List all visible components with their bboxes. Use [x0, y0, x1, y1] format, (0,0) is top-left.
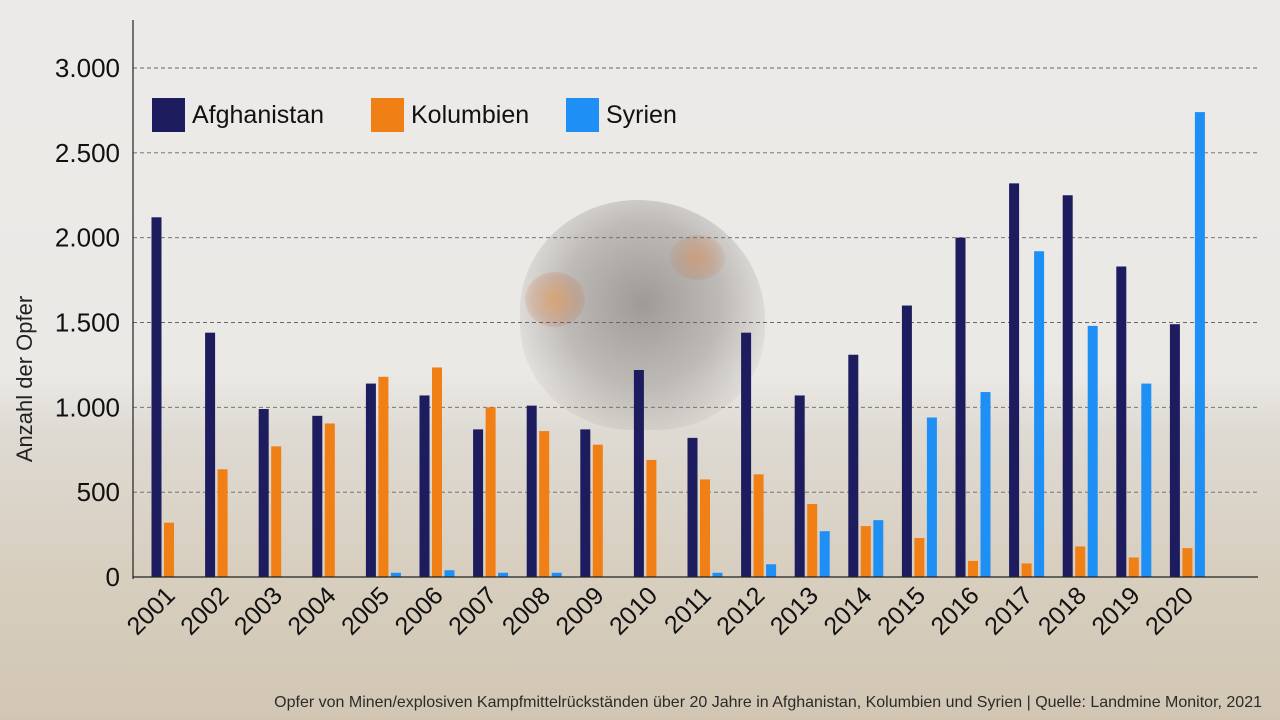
bar-syrien-2012	[766, 564, 777, 577]
bar-kolumbien-2008	[539, 431, 550, 577]
bar-afghanistan-2014	[848, 354, 859, 577]
bar-afghanistan-2002	[205, 332, 216, 577]
legend-label-kolumbien: Kolumbien	[411, 101, 529, 129]
bar-kolumbien-2002	[217, 469, 228, 577]
bar-syrien-2008	[551, 572, 562, 577]
bar-afghanistan-2013	[794, 395, 805, 577]
bar-afghanistan-2004	[312, 415, 323, 577]
legend-label-afghanistan: Afghanistan	[192, 101, 324, 129]
x-tick-label: 2016	[926, 581, 985, 640]
legend: Afghanistan Kolumbien Syrien	[152, 98, 677, 132]
bar-syrien-2016	[980, 392, 991, 577]
bar-syrien-2013	[819, 531, 830, 577]
bar-kolumbien-2019	[1128, 557, 1139, 577]
bar-syrien-2019	[1141, 383, 1152, 577]
bar-afghanistan-2019	[1116, 266, 1127, 577]
bar-syrien-2020	[1194, 112, 1205, 577]
x-tick-label: 2014	[818, 581, 877, 640]
x-tick-label: 2003	[229, 581, 288, 640]
bar-kolumbien-2009	[592, 444, 603, 577]
bar-afghanistan-2009	[580, 429, 591, 577]
x-tick-label: 2006	[390, 581, 449, 640]
bar-syrien-2005	[390, 572, 401, 577]
bar-syrien-2015	[926, 417, 937, 577]
x-tick-label: 2007	[443, 581, 502, 640]
bar-syrien-2006	[444, 570, 455, 577]
x-tick-label: 2011	[659, 581, 717, 639]
x-tick-label: 2009	[550, 581, 609, 640]
bar-kolumbien-2004	[324, 423, 335, 577]
bar-afghanistan-2020	[1169, 324, 1180, 577]
bar-kolumbien-2007	[485, 407, 496, 577]
legend-label-syrien: Syrien	[606, 101, 677, 129]
bar-afghanistan-2008	[526, 405, 537, 577]
bar-kolumbien-2015	[914, 537, 925, 577]
bar-kolumbien-2006	[432, 367, 442, 577]
x-tick-labels: 2001200220032004200520062007200820092010…	[122, 581, 1200, 640]
x-tick-label: 2004	[282, 581, 341, 640]
y-tick-label: 2.500	[55, 138, 120, 168]
bar-kolumbien-2001	[164, 522, 174, 577]
explosion-fire	[525, 272, 585, 327]
x-tick-label: 2013	[765, 581, 824, 640]
x-tick-label: 2005	[336, 581, 395, 640]
bar-afghanistan-2005	[365, 383, 376, 577]
legend-swatch-kolumbien	[371, 98, 404, 132]
x-tick-label: 2020	[1140, 581, 1199, 640]
bar-syrien-2017	[1034, 251, 1045, 578]
bar-afghanistan-2018	[1062, 195, 1073, 577]
bar-syrien-2014	[873, 520, 884, 577]
x-tick-label: 2017	[979, 581, 1038, 640]
bar-kolumbien-2011	[700, 479, 710, 577]
x-tick-label: 2008	[497, 581, 556, 640]
bar-afghanistan-2003	[258, 409, 269, 577]
y-tick-label: 0	[106, 562, 120, 592]
bar-afghanistan-2007	[473, 429, 484, 577]
bar-kolumbien-2020	[1182, 548, 1193, 577]
x-tick-label: 2018	[1033, 581, 1092, 640]
bar-kolumbien-2013	[807, 504, 818, 577]
bar-afghanistan-2016	[955, 237, 966, 577]
bar-kolumbien-2012	[753, 474, 764, 577]
bar-kolumbien-2010	[646, 459, 657, 577]
bar-kolumbien-2016	[968, 560, 978, 577]
x-tick-label: 2001	[122, 581, 181, 640]
x-tick-label: 2012	[711, 581, 770, 640]
bar-afghanistan-2012	[741, 332, 752, 577]
explosion-fire	[670, 235, 725, 280]
x-tick-label: 2019	[1086, 581, 1145, 640]
y-tick-label: 500	[77, 477, 120, 507]
y-tick-label: 1.000	[55, 392, 120, 422]
bar-kolumbien-2005	[378, 376, 389, 577]
bar-kolumbien-2003	[271, 446, 282, 577]
y-tick-label: 1.500	[55, 308, 120, 338]
bar-afghanistan-2010	[633, 370, 644, 577]
bars	[151, 112, 1205, 578]
bar-syrien-2018	[1087, 325, 1098, 577]
y-tick-label: 3.000	[55, 53, 120, 83]
bar-kolumbien-2014	[860, 526, 871, 577]
bar-afghanistan-2015	[901, 305, 912, 577]
x-tick-label: 2015	[872, 581, 931, 640]
chart-caption: Opfer von Minen/explosiven Kampfmittelrü…	[274, 694, 1262, 711]
x-tick-label: 2002	[175, 581, 234, 640]
bar-afghanistan-2017	[1009, 183, 1020, 577]
bar-afghanistan-2011	[687, 437, 698, 577]
bar-kolumbien-2018	[1075, 546, 1086, 577]
bar-afghanistan-2001	[151, 217, 162, 577]
bar-syrien-2007	[498, 572, 509, 577]
legend-swatch-syrien	[566, 98, 599, 132]
x-tick-label: 2010	[604, 581, 663, 640]
bar-afghanistan-2006	[419, 395, 430, 577]
y-tick-labels: 0 500 1.000 1.500 2.000 2.500 3.000	[55, 53, 120, 592]
legend-swatch-afghanistan	[152, 98, 185, 132]
axes	[132, 20, 1258, 579]
bar-syrien-2011	[712, 572, 723, 577]
y-axis-label: Anzahl der Opfer	[12, 296, 37, 462]
y-tick-label: 2.000	[55, 223, 120, 253]
bar-kolumbien-2017	[1021, 563, 1032, 577]
